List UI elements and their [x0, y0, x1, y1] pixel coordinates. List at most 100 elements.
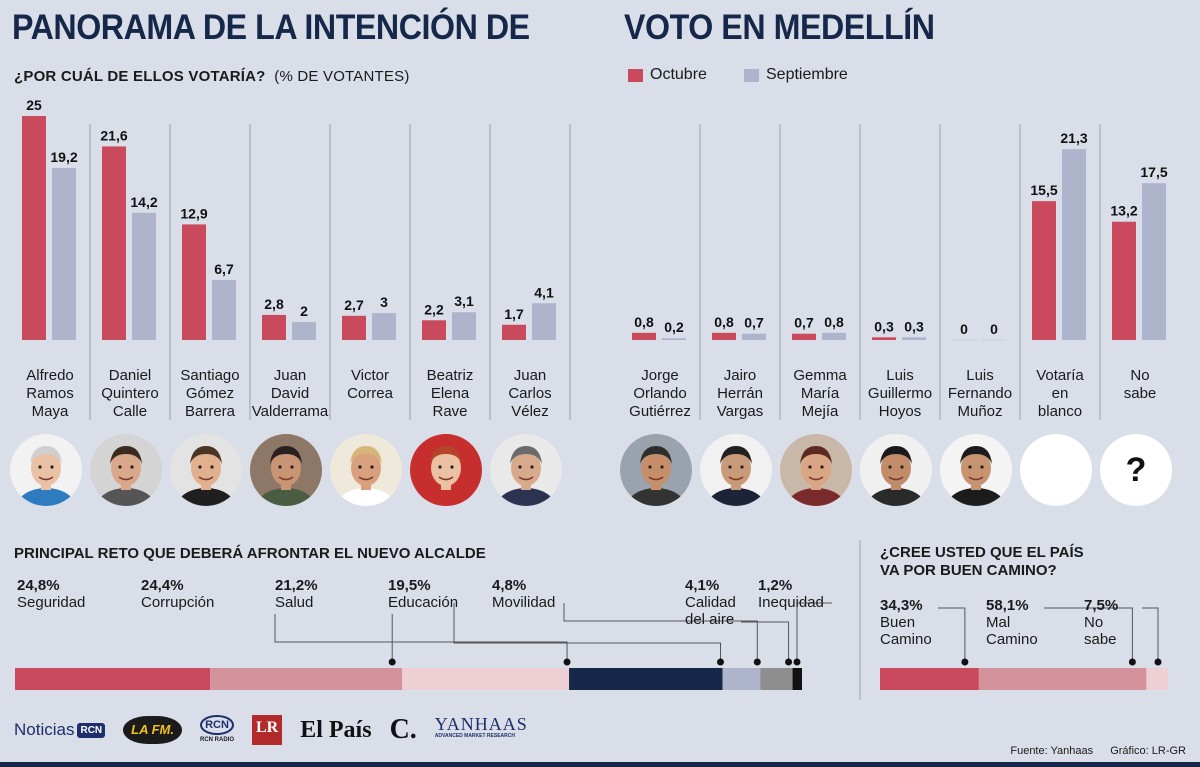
category-label-9-line-2: Herrán	[717, 385, 763, 402]
candidate-photo	[90, 434, 162, 506]
el-pais-logo-text: El País	[300, 716, 372, 743]
value-label-octubre-12: 0	[960, 321, 968, 337]
camino-pct-1: 34,3%	[880, 597, 923, 614]
camino-callout-2: 58,1% Mal Camino	[986, 597, 1038, 648]
noticias-rcn-logo: Noticias RCN	[14, 720, 106, 740]
candidate-photo	[410, 434, 482, 506]
category-label-3-line-3: Barrera	[185, 403, 236, 420]
reto-callout-6: 4,1% Calidad del aire	[685, 577, 736, 628]
bar-septiembre-4	[292, 322, 316, 340]
value-label-septiembre-6: 3,1	[454, 293, 474, 309]
portrait-icon	[410, 434, 482, 506]
camino-callout-line-1	[938, 607, 966, 662]
candidate-photo	[700, 434, 772, 506]
category-label-12-line-1: Luis	[966, 367, 994, 384]
category-label-1-line-3: Maya	[32, 403, 69, 420]
camino-callout-line-3	[1142, 607, 1159, 662]
candidate-photo	[780, 434, 852, 506]
category-label-9-line-1: Jairo	[724, 367, 757, 384]
category-label-5-line-2: Correa	[347, 385, 394, 402]
reto-pct-2: 24,4%	[141, 577, 184, 594]
value-label-septiembre-1: 19,2	[50, 149, 77, 165]
value-label-septiembre-14: 17,5	[1140, 164, 1167, 180]
bar-septiembre-9	[742, 333, 766, 340]
reto-callout-4: 19,5% Educación	[388, 577, 458, 611]
portrait-icon	[620, 434, 692, 506]
legend-swatch-septiembre	[744, 68, 759, 82]
reto-callout-line-7	[796, 602, 832, 662]
category-label-4-line-1: Juan	[274, 367, 307, 384]
category-label-3-line-2: Gómez	[186, 385, 234, 402]
category-label-13-line-1: Votaría	[1036, 367, 1084, 384]
camino-pct-2: 58,1%	[986, 597, 1029, 614]
legend-octubre: Octubre	[628, 66, 707, 84]
category-label-10-line-2: María	[801, 385, 840, 402]
yanhaas-logo-text: YANHAAS	[434, 714, 528, 734]
value-label-octubre-10: 0,7	[794, 315, 814, 331]
question-mark-icon: ?	[1100, 434, 1172, 506]
bar-septiembre-7	[532, 303, 556, 340]
reto-pct-5: 4,8%	[492, 577, 527, 594]
portrait-icon	[10, 434, 82, 506]
candidate-photo	[10, 434, 82, 506]
value-label-octubre-7: 1,7	[504, 306, 524, 322]
bar-septiembre-3	[212, 279, 236, 340]
legend-septiembre: Septiembre	[744, 66, 848, 84]
value-label-octubre-2: 21,6	[100, 127, 127, 143]
value-label-septiembre-13: 21,3	[1060, 130, 1087, 146]
category-label-1-line-1: Alfredo	[26, 367, 74, 384]
value-label-octubre-14: 13,2	[1110, 203, 1137, 219]
reto-section-title: PRINCIPAL RETO QUE DEBERÁ AFRONTAR EL NU…	[14, 545, 486, 562]
camino-segment-2	[978, 668, 1147, 690]
yanhaas-logo-sub: ADVANCED MARKET RESEARCH	[434, 733, 515, 739]
portrait-icon	[780, 434, 852, 506]
camino-label-1-line-1: Buen	[880, 614, 916, 631]
portrait-icon	[250, 434, 322, 506]
value-label-septiembre-2: 14,2	[130, 194, 157, 210]
reto-label-7-line-1: Inequidad	[758, 594, 824, 611]
reto-label-4-line-1: Educación	[388, 594, 459, 611]
yanhaas-logo: YANHAAS ADVANCED MARKET RESEARCH	[434, 714, 528, 742]
chart-title-right: VOTO EN MEDELLÍN	[624, 8, 935, 47]
value-label-octubre-3: 12,9	[180, 205, 207, 221]
reto-callout-5: 4,8% Movilidad	[492, 577, 555, 611]
category-label-2-line-2: Quintero	[101, 385, 159, 402]
camino-label-3-line-1: No	[1084, 614, 1104, 631]
category-label-8-line-3: Gutiérrez	[629, 403, 691, 420]
value-label-septiembre-5: 3	[380, 294, 388, 310]
reto-label-5-line-1: Movilidad	[492, 594, 556, 611]
camino-callout-1: 34,3% Buen Camino	[880, 597, 932, 648]
camino-callout-dot-1	[961, 658, 969, 666]
lafm-logo: LA FM.	[123, 716, 182, 744]
reto-callout-line-5	[563, 603, 758, 662]
portrait-icon	[170, 434, 242, 506]
portrait-icon	[330, 434, 402, 506]
footer-credit: Gráfico: LR-GR	[1110, 745, 1186, 757]
camino-callout-dot-3	[1154, 658, 1162, 666]
legend-swatch-octubre	[628, 68, 643, 82]
value-label-septiembre-8: 0,2	[664, 319, 684, 335]
category-label-12-line-2: Fernando	[948, 385, 1012, 402]
reto-pct-4: 19,5%	[388, 577, 431, 594]
reto-callout-line-6	[741, 621, 790, 662]
reto-callout-dot-3	[563, 658, 571, 666]
category-label-7-line-3: Vélez	[511, 403, 549, 420]
camino-label-2-line-1: Mal	[986, 614, 1011, 631]
bar-octubre-1	[22, 116, 46, 340]
category-label-8-line-1: Jorge	[641, 367, 679, 384]
reto-label-6-line-2: del aire	[685, 611, 735, 628]
category-label-2-line-1: Daniel	[109, 367, 152, 384]
camino-callout-dot-2	[1128, 658, 1136, 666]
category-label-6-line-2: Elena	[431, 385, 470, 402]
bottom-rule	[0, 762, 1200, 767]
category-label-6-line-3: Rave	[432, 403, 467, 420]
category-label-2-line-3: Calle	[113, 403, 147, 420]
value-label-septiembre-3: 6,7	[214, 261, 234, 277]
value-label-septiembre-4: 2	[300, 303, 308, 319]
candidate-photo	[170, 434, 242, 506]
rcn-radio-logo: RCN RCN RADIO	[200, 715, 234, 745]
chart-title-left: PANORAMA DE LA INTENCIÓN DE	[12, 8, 530, 47]
bar-septiembre-6	[452, 312, 476, 340]
reto-segment-6	[760, 668, 793, 690]
